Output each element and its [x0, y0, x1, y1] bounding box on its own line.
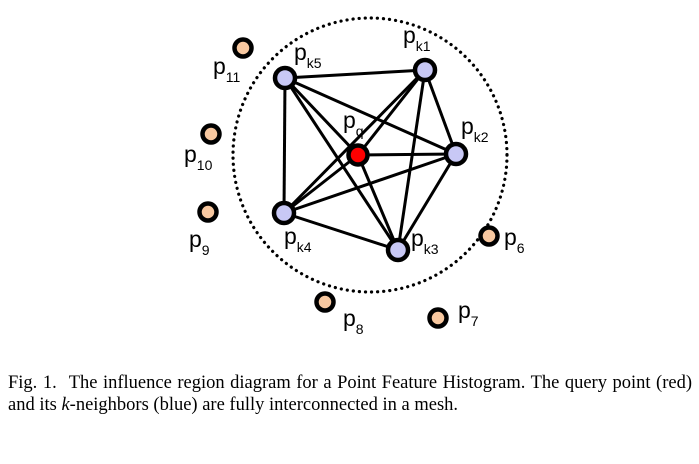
label-pk1: pk1 [403, 22, 431, 54]
neighbor-point-pk1 [412, 57, 438, 83]
edge-k1-k2 [423, 69, 458, 155]
edge-k2-k4 [283, 152, 457, 215]
label-p6: p6 [504, 224, 525, 256]
edge-k3-k4 [283, 211, 399, 252]
label-p9: p9 [189, 226, 210, 258]
label-pk4: pk4 [284, 223, 312, 255]
label-pq: pq [343, 107, 364, 139]
point-p8 [314, 291, 336, 313]
label-pk5: pk5 [294, 39, 322, 71]
edge-k2-k3 [396, 153, 458, 251]
edge-k3-k5 [283, 77, 400, 251]
edge-q-k2 [357, 152, 457, 157]
query-point-pq [346, 143, 370, 167]
influence-region-circle [231, 16, 509, 294]
point-feature-histogram-diagram: p6 p7 p8 p9 p10 p11 pk1 pk2 pk3 pk4 pk5 pq [184, 16, 525, 337]
figure-caption: Fig. 1. The influence region diagram for … [8, 372, 692, 416]
points-layer [197, 37, 500, 329]
neighbor-point-pk4 [271, 200, 297, 226]
edge-q-k3 [356, 154, 400, 251]
caption-text-part2: -neighbors (blue) are fully interconnect… [69, 395, 459, 415]
neighbor-point-pk3 [385, 237, 411, 263]
point-p6 [478, 225, 500, 247]
edge-k2-k5 [284, 76, 457, 156]
neighbor-point-pk2 [443, 141, 469, 167]
edge-k1-k4 [282, 68, 427, 215]
label-p8: p8 [343, 305, 364, 337]
caption-text-part1: The influence region diagram for a Point… [8, 373, 692, 415]
figure-number: Fig. 1. [8, 373, 57, 393]
mesh-edges [282, 68, 458, 252]
edge-q-k1 [356, 69, 427, 156]
edge-k1-k5 [284, 68, 426, 80]
edge-q-k5 [283, 76, 360, 157]
point-p7 [427, 307, 449, 329]
point-p9 [197, 201, 219, 223]
label-pk2: pk2 [461, 113, 489, 145]
label-p11: p11 [213, 53, 241, 85]
caption-k-symbol: k [61, 395, 70, 415]
edge-k4-k5 [282, 77, 287, 214]
point-p10 [200, 123, 222, 145]
edge-k1-k3 [396, 69, 427, 251]
label-p7: p7 [458, 297, 479, 329]
labels-layer: p6 p7 p8 p9 p10 p11 pk1 pk2 pk3 pk4 pk5 pq [184, 22, 525, 337]
label-pk3: pk3 [411, 225, 439, 257]
edge-q-k4 [283, 153, 359, 215]
label-p10: p10 [184, 141, 213, 173]
neighbor-point-pk5 [272, 65, 298, 91]
point-p11 [232, 37, 254, 59]
